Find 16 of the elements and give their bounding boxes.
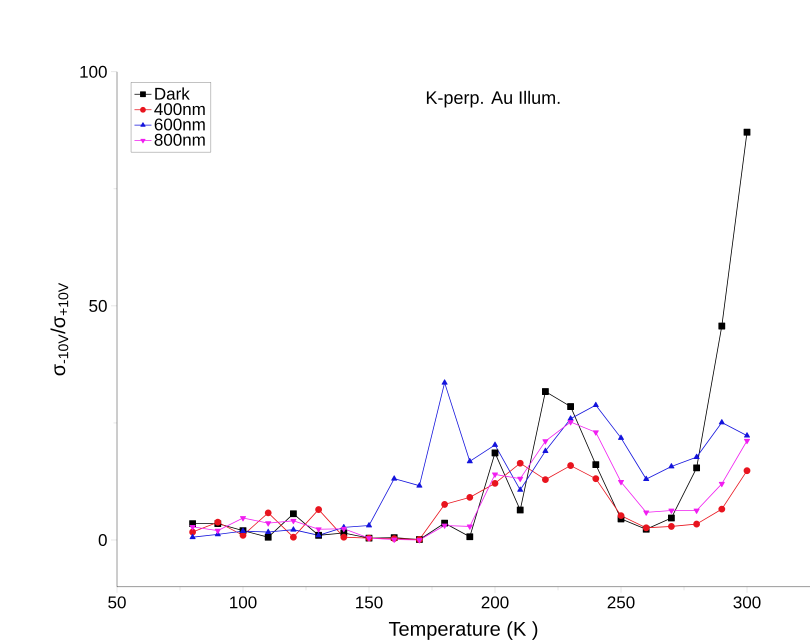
x-axis-title: Temperature (K ) [388, 621, 538, 640]
x-tick-label: 150 [356, 596, 383, 608]
y-tick-label: 100 [80, 66, 107, 78]
y-axis-title: σ$_{-10V}$/σ$_{+10V}$ [50, 282, 68, 376]
annotation: K-perp. Au Illum. [426, 90, 560, 108]
legend-label: 400nm [154, 103, 205, 116]
x-tick-label: 200 [482, 596, 509, 608]
x-tick-label: 100 [230, 596, 257, 608]
y-tick-label: 50 [89, 300, 107, 312]
legend-label: 800nm [154, 134, 205, 146]
y-tick-label: 0 [98, 534, 107, 546]
x-tick-label: 250 [608, 596, 635, 608]
legend-label: Dark [155, 87, 190, 100]
x-tick-label: 300 [733, 596, 761, 608]
x-tick-label: 50 [108, 596, 126, 608]
legend-label: 600nm [154, 118, 205, 130]
